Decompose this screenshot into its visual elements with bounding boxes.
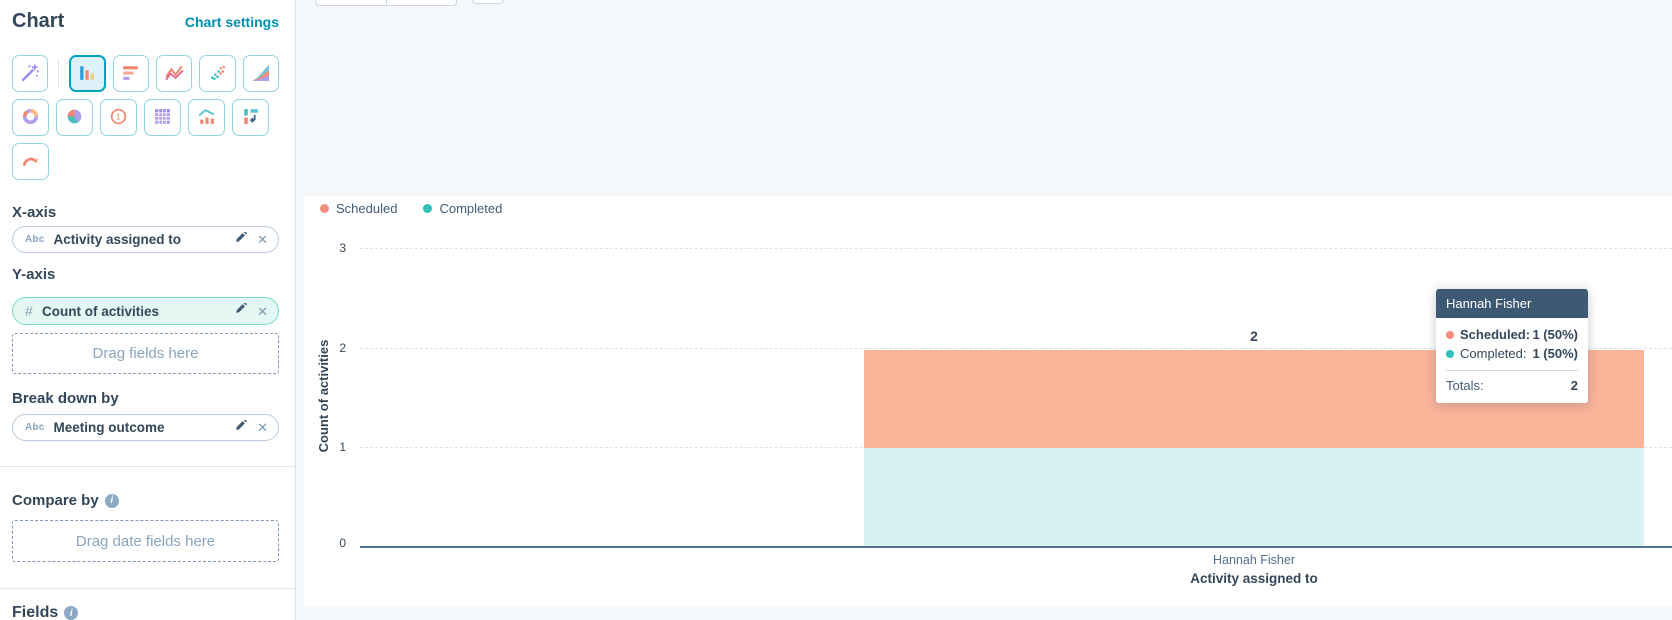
area-chart-icon bbox=[250, 62, 271, 86]
edit-field-button[interactable] bbox=[235, 419, 248, 436]
pencil-icon bbox=[235, 231, 248, 248]
gridline bbox=[360, 248, 1672, 249]
x-axis-field-pill[interactable]: Abc Activity assigned to ✕ bbox=[12, 226, 279, 253]
bar-segment-completed[interactable] bbox=[864, 448, 1644, 546]
y-axis-dropzone[interactable]: Drag fields here bbox=[12, 333, 279, 374]
tooltip-totals-row: Totals: 2 bbox=[1446, 378, 1578, 393]
close-icon: ✕ bbox=[257, 303, 268, 319]
pencil-icon bbox=[235, 302, 248, 319]
gridline bbox=[360, 348, 1672, 349]
donut-chart-icon bbox=[20, 106, 41, 130]
tooltip-row-scheduled: Scheduled: 1 (50%) bbox=[1446, 327, 1578, 342]
chart-type-combo-chart[interactable] bbox=[188, 99, 225, 136]
chart-preview-card: Scheduled Completed Count of activities … bbox=[304, 196, 1672, 606]
scheduled-dot-icon bbox=[1446, 330, 1454, 339]
dropzone-text: Drag date fields here bbox=[75, 532, 216, 550]
chart-type-donut-chart[interactable] bbox=[12, 99, 49, 136]
info-icon[interactable]: i bbox=[64, 606, 79, 620]
remove-field-button[interactable]: ✕ bbox=[257, 305, 268, 318]
field-name: Meeting outcome bbox=[53, 420, 165, 435]
chart-type-line-chart[interactable] bbox=[156, 55, 193, 92]
field-type-badge: Abc bbox=[25, 234, 45, 245]
break-down-section-label: Break down by bbox=[12, 390, 119, 407]
gauge-icon bbox=[20, 150, 41, 174]
chart-legend: Scheduled Completed bbox=[320, 201, 502, 216]
sidebar-title: Chart bbox=[12, 10, 65, 32]
y-axis-section-label: Y-axis bbox=[12, 266, 56, 283]
remove-field-button[interactable]: ✕ bbox=[257, 233, 268, 246]
cropped-toolbar-button-group[interactable] bbox=[315, 0, 457, 6]
legend-item-completed[interactable]: Completed bbox=[423, 201, 502, 216]
fields-section-label: Fields i bbox=[12, 604, 279, 620]
field-type-badge: Abc bbox=[25, 422, 45, 433]
sidebar-divider bbox=[0, 588, 295, 589]
chart-settings-link[interactable]: Chart settings bbox=[184, 14, 279, 30]
x-axis-section-label: X-axis bbox=[12, 204, 57, 221]
svg-text:1: 1 bbox=[116, 111, 121, 121]
table-icon bbox=[152, 106, 173, 130]
kpi-number-icon: 1 bbox=[108, 106, 129, 130]
combo-chart-icon bbox=[196, 106, 217, 130]
sidebar-header: Chart Chart settings bbox=[12, 10, 279, 33]
chart-tooltip: Hannah Fisher Scheduled: 1 (50%) Complet… bbox=[1436, 289, 1588, 403]
y-tick-label: 1 bbox=[339, 440, 346, 454]
compare-by-section-label: Compare by i bbox=[12, 492, 279, 509]
x-axis-title: Activity assigned to bbox=[1190, 571, 1318, 586]
chart-type-separator bbox=[58, 58, 60, 89]
edit-field-button[interactable] bbox=[235, 231, 248, 248]
break-down-field-pill[interactable]: Abc Meeting outcome ✕ bbox=[12, 414, 279, 441]
remove-field-button[interactable]: ✕ bbox=[257, 421, 268, 434]
compare-by-dropzone[interactable]: Drag date fields here bbox=[12, 520, 279, 562]
y-axis-field-pill[interactable]: # Count of activities ✕ bbox=[12, 297, 279, 325]
pivot-table-icon bbox=[240, 106, 261, 130]
tooltip-body: Scheduled: 1 (50%) Completed: 1 (50%) To… bbox=[1436, 318, 1588, 403]
completed-dot-icon bbox=[1446, 349, 1454, 358]
chart-type-scatter-plot[interactable] bbox=[199, 55, 236, 92]
legend-item-scheduled[interactable]: Scheduled bbox=[320, 201, 397, 216]
cropped-toolbar-button[interactable] bbox=[472, 0, 504, 4]
y-tick-label: 3 bbox=[339, 241, 346, 255]
completed-legend-dot-icon bbox=[423, 204, 433, 213]
chart-type-row-2: 1 bbox=[12, 99, 279, 136]
chart-type-column-chart[interactable] bbox=[69, 55, 106, 92]
close-icon: ✕ bbox=[257, 420, 268, 435]
button-group-divider bbox=[386, 0, 387, 5]
chart-type-gauge[interactable] bbox=[12, 143, 49, 180]
y-tick-label: 0 bbox=[339, 536, 346, 550]
close-icon: ✕ bbox=[257, 232, 268, 247]
chart-type-area-chart[interactable] bbox=[242, 55, 279, 92]
dropzone-text: Drag fields here bbox=[92, 345, 199, 362]
scheduled-legend-dot-icon bbox=[320, 204, 329, 213]
pencil-icon bbox=[235, 419, 248, 436]
tooltip-divider bbox=[1446, 370, 1578, 371]
field-name: Activity assigned to bbox=[53, 232, 182, 247]
x-category-label: Hannah Fisher bbox=[1213, 553, 1295, 567]
edit-field-button[interactable] bbox=[235, 302, 248, 319]
sidebar-divider bbox=[0, 466, 295, 467]
line-chart-icon bbox=[164, 62, 185, 86]
magic-wand-icon bbox=[20, 62, 41, 86]
tooltip-row-completed: Completed: 1 (50%) bbox=[1446, 346, 1578, 361]
chart-type-magic-wand[interactable] bbox=[12, 55, 49, 92]
chart-type-row-3 bbox=[12, 143, 279, 180]
chart-config-sidebar: Chart Chart settings 1 bbox=[0, 0, 296, 620]
chart-type-table[interactable] bbox=[144, 99, 181, 136]
x-axis-line bbox=[360, 546, 1672, 548]
y-tick-label: 2 bbox=[339, 341, 346, 355]
chart-type-horizontal-bar[interactable] bbox=[112, 55, 150, 92]
field-name: Count of activities bbox=[42, 303, 160, 319]
scatter-plot-icon bbox=[207, 62, 228, 86]
field-type-badge: # bbox=[25, 303, 33, 319]
bar-total-label: 2 bbox=[1250, 328, 1258, 344]
horizontal-bar-icon bbox=[120, 62, 141, 86]
info-icon[interactable]: i bbox=[104, 493, 119, 508]
chart-type-pie-chart[interactable] bbox=[56, 99, 93, 136]
pie-chart-icon bbox=[64, 106, 85, 130]
chart-type-kpi-number[interactable]: 1 bbox=[100, 99, 137, 136]
column-chart-icon bbox=[77, 62, 98, 86]
report-preview-area: Scheduled Completed Count of activities … bbox=[297, 0, 1672, 620]
tooltip-title: Hannah Fisher bbox=[1436, 289, 1588, 318]
chart-type-pivot-table[interactable] bbox=[232, 99, 269, 136]
chart-type-row-1 bbox=[12, 55, 279, 92]
